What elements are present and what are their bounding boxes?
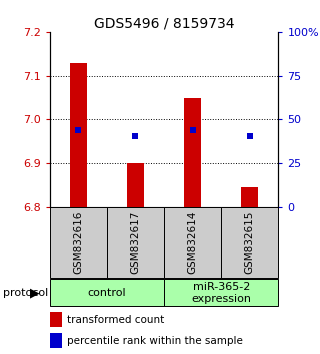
Title: GDS5496 / 8159734: GDS5496 / 8159734	[94, 17, 234, 31]
Bar	[164, 279, 278, 307]
Bar	[107, 207, 164, 278]
Bar	[70, 63, 87, 207]
Text: GSM832615: GSM832615	[245, 211, 255, 274]
Text: percentile rank within the sample: percentile rank within the sample	[67, 336, 243, 346]
Text: ▶: ▶	[30, 286, 40, 299]
Bar	[221, 207, 278, 278]
Bar	[127, 163, 144, 207]
Bar	[50, 333, 62, 348]
Bar	[164, 207, 221, 278]
Bar	[184, 98, 201, 207]
Text: protocol: protocol	[3, 288, 48, 298]
Text: control: control	[87, 288, 126, 298]
Bar	[50, 207, 107, 278]
Text: miR-365-2
expression: miR-365-2 expression	[191, 282, 251, 304]
Bar	[50, 279, 164, 307]
Bar	[50, 312, 62, 327]
Bar	[241, 187, 258, 207]
Text: transformed count: transformed count	[67, 315, 164, 325]
Text: GSM832617: GSM832617	[131, 211, 140, 274]
Text: GSM832614: GSM832614	[188, 211, 198, 274]
Text: GSM832616: GSM832616	[73, 211, 83, 274]
